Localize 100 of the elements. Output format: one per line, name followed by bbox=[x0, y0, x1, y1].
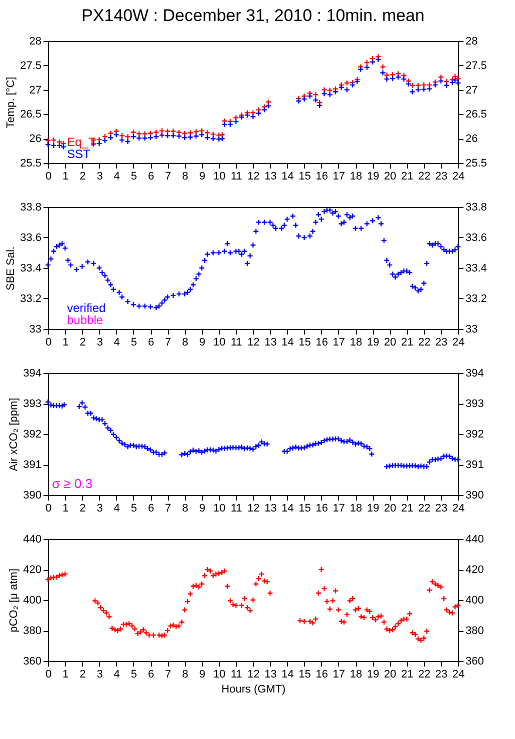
y-tick-label: 380 bbox=[23, 625, 42, 637]
x-tick-label: 9 bbox=[199, 336, 206, 348]
y2-tick-label: 391 bbox=[466, 459, 484, 471]
y-tick-label: 400 bbox=[23, 594, 42, 606]
x-tick-label: 17 bbox=[332, 170, 346, 182]
y-tick-label: 420 bbox=[23, 564, 42, 576]
y-tick-label: 394 bbox=[23, 368, 42, 380]
y2-tick-label: 33.4 bbox=[466, 262, 487, 274]
y2-tick-label: 390 bbox=[466, 490, 484, 502]
x-tick-label: 14 bbox=[282, 502, 294, 514]
x-tick-label: 19 bbox=[366, 170, 380, 182]
y-tick-label: 33 bbox=[29, 324, 42, 336]
y-tick-label: 440 bbox=[23, 534, 42, 546]
x-tick-label: 8 bbox=[182, 502, 188, 514]
y2-tick-label: 28 bbox=[466, 36, 478, 48]
x-tick-label: 16 bbox=[316, 170, 328, 182]
x-tick-label: 13 bbox=[264, 502, 277, 514]
y2-tick-label: 26.5 bbox=[466, 108, 487, 121]
x-tick-label: 10 bbox=[213, 502, 226, 514]
x-tick-label: 14 bbox=[282, 170, 294, 182]
x-tick-label: 3 bbox=[96, 336, 103, 348]
x-tick-label: 6 bbox=[148, 336, 154, 348]
y-tick-label: 28 bbox=[29, 36, 42, 48]
x-tick-label: 2 bbox=[80, 668, 86, 680]
x-tick-label: 17 bbox=[332, 668, 346, 680]
x-tick-label: 13 bbox=[264, 336, 277, 348]
x-tick-label: 9 bbox=[199, 668, 206, 680]
x-tick-label: 15 bbox=[298, 668, 311, 680]
y2-tick-label: 33.2 bbox=[466, 293, 487, 305]
x-tick-label: 6 bbox=[148, 502, 154, 514]
y2-tick-label: 380 bbox=[466, 625, 484, 637]
legend-label: bubble bbox=[67, 313, 104, 327]
y-tick-label: 25.5 bbox=[20, 158, 42, 170]
x-tick-label: 14 bbox=[282, 336, 294, 348]
y-tick-label: 391 bbox=[23, 459, 42, 471]
x-tick-label: 2 bbox=[80, 502, 86, 514]
x-tick-label: 22 bbox=[418, 502, 430, 514]
x-tick-label: 16 bbox=[316, 502, 328, 514]
x-tick-label: 0 bbox=[45, 668, 52, 680]
x-tick-label: 20 bbox=[384, 170, 396, 182]
x-tick-label: 7 bbox=[165, 170, 172, 182]
x-tick-label: 5 bbox=[130, 170, 137, 182]
y2-tick-label: 33 bbox=[466, 324, 478, 336]
x-tick-label: 12 bbox=[247, 170, 260, 182]
x-tick-label: 0 bbox=[45, 170, 52, 182]
x-tick-label: 21 bbox=[401, 336, 414, 348]
x-tick-label: 11 bbox=[230, 336, 242, 348]
y2-tick-label: 393 bbox=[466, 398, 484, 410]
x-tick-label: 23 bbox=[435, 668, 448, 680]
y-tick-label: 33.8 bbox=[20, 202, 42, 214]
x-tick-label: 9 bbox=[199, 502, 206, 514]
x-tick-label: 11 bbox=[230, 170, 242, 182]
x-tick-label: 18 bbox=[350, 336, 362, 348]
x-tick-label: 18 bbox=[350, 170, 362, 182]
x-tick-label: 20 bbox=[384, 668, 396, 680]
x-tick-label: 7 bbox=[165, 668, 172, 680]
x-tick-label: 21 bbox=[401, 170, 414, 182]
y-axis-title: Air xCO₂ [ppm] bbox=[8, 398, 20, 472]
x-tick-label: 19 bbox=[366, 336, 380, 348]
x-tick-label: 19 bbox=[366, 502, 380, 514]
x-tick-label: 12 bbox=[247, 502, 260, 514]
y2-tick-label: 26 bbox=[466, 133, 478, 146]
x-tick-label: 6 bbox=[148, 170, 154, 182]
x-tick-label: 2 bbox=[80, 170, 86, 182]
x-tick-label: 12 bbox=[247, 668, 260, 680]
x-tick-label: 13 bbox=[264, 170, 277, 182]
y-tick-label: 360 bbox=[23, 656, 42, 668]
x-axis-title: Hours (GMT) bbox=[221, 684, 286, 696]
x-tick-label: 10 bbox=[213, 336, 226, 348]
y-tick-label: 26.5 bbox=[20, 108, 42, 121]
y-tick-label: 392 bbox=[23, 428, 42, 440]
x-tick-label: 8 bbox=[182, 170, 188, 182]
x-tick-label: 21 bbox=[401, 668, 414, 680]
y-tick-label: 27.5 bbox=[20, 60, 42, 72]
x-tick-label: 19 bbox=[366, 668, 380, 680]
y2-tick-label: 33.6 bbox=[466, 232, 487, 244]
y-tick-label: 393 bbox=[23, 398, 42, 410]
y2-tick-label: 420 bbox=[466, 564, 484, 576]
x-tick-label: 3 bbox=[96, 502, 103, 514]
x-tick-label: 15 bbox=[298, 170, 311, 182]
annotation: σ ≥ 0.3 bbox=[52, 476, 92, 491]
x-tick-label: 7 bbox=[165, 336, 172, 348]
x-tick-label: 22 bbox=[418, 336, 430, 348]
x-tick-label: 17 bbox=[332, 502, 346, 514]
x-tick-label: 23 bbox=[435, 170, 448, 182]
x-tick-label: 10 bbox=[213, 170, 226, 182]
x-tick-label: 2 bbox=[80, 336, 86, 348]
x-tick-label: 24 bbox=[452, 502, 465, 514]
x-tick-label: 11 bbox=[230, 668, 242, 680]
y-tick-label: 33.4 bbox=[20, 262, 42, 274]
x-tick-label: 4 bbox=[114, 170, 120, 182]
x-tick-label: 3 bbox=[96, 668, 103, 680]
x-tick-label: 20 bbox=[384, 336, 396, 348]
x-tick-label: 14 bbox=[282, 668, 294, 680]
y-tick-label: 390 bbox=[23, 490, 42, 502]
x-tick-label: 4 bbox=[114, 502, 120, 514]
y2-tick-label: 33.8 bbox=[466, 202, 487, 214]
x-tick-label: 0 bbox=[45, 502, 52, 514]
x-tick-label: 12 bbox=[247, 336, 260, 348]
x-tick-label: 13 bbox=[264, 668, 277, 680]
